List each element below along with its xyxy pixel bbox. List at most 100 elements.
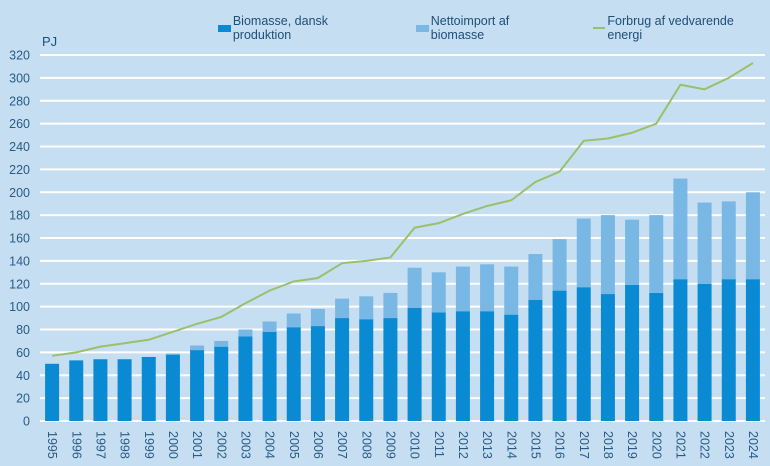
x-tick-label-2008: 2008 [359,431,373,459]
legend-label-dansk-produktion: Biomasse, dansk produktion [232,14,329,42]
bar-nettoimport-2008 [359,296,374,320]
bar-nettoimport-2001 [190,345,205,351]
x-tick-label-2022: 2022 [698,431,712,459]
x-tick-label-2024: 2024 [746,431,760,459]
y-axis-unit-label: PJ [42,34,58,49]
legend-label-forbrug: Forbrug af vedvarende energi [607,14,734,42]
bar-dansk-produktion-2011 [431,312,446,421]
x-tick-label-2011: 2011 [432,431,446,458]
y-tick-label-0: 0 [23,415,30,429]
bar-dansk-produktion-2008 [359,319,374,421]
bar-nettoimport-2011 [431,272,446,313]
bar-dansk-produktion-2010 [407,307,422,421]
x-tick-label-2009: 2009 [383,431,397,459]
bar-dansk-produktion-2018 [600,294,615,421]
chart-legend: Biomasse, dansk produktion Nettoimport a… [218,14,770,42]
bar-nettoimport-2014 [504,266,519,315]
bar-nettoimport-2006 [310,308,325,327]
x-tick-label-2007: 2007 [335,431,349,459]
x-tick-label-2019: 2019 [625,431,639,459]
bar-dansk-produktion-2003 [238,336,253,421]
bar-dansk-produktion-2020 [649,292,664,421]
bar-nettoimport-2018 [600,215,615,295]
bar-nettoimport-2002 [214,340,229,347]
x-tick-label-2015: 2015 [528,431,542,459]
bar-dansk-produktion-1999 [141,356,156,421]
bar-nettoimport-2024 [745,192,760,280]
bar-dansk-produktion-2002 [214,346,229,421]
bar-dansk-produktion-2000 [165,354,180,421]
bar-nettoimport-2005 [286,313,301,328]
y-tick-label-160: 160 [9,232,30,246]
y-tick-label-300: 300 [9,71,30,85]
x-tick-label-2023: 2023 [722,431,736,459]
bar-dansk-produktion-2013 [480,311,495,421]
bar-nettoimport-2016 [552,239,567,291]
bar-nettoimport-2010 [407,267,422,308]
bar-nettoimport-2019 [625,219,640,285]
x-tick-label-1999: 1999 [142,431,156,459]
bar-nettoimport-2007 [335,298,350,319]
bar-dansk-produktion-1997 [93,359,108,421]
x-tick-label-1997: 1997 [93,431,107,459]
x-tick-label-1998: 1998 [118,431,132,459]
x-tick-label-2003: 2003 [238,431,252,459]
x-tick-label-2000: 2000 [166,431,180,459]
bar-dansk-produktion-2012 [455,311,470,421]
x-tick-label-2013: 2013 [480,431,494,459]
bar-dansk-produktion-2016 [552,290,567,421]
bar-dansk-produktion-2006 [310,326,325,421]
legend-item-dansk-produktion: Biomasse, dansk produktion [218,14,388,42]
y-tick-label-220: 220 [9,163,30,177]
bar-dansk-produktion-2004 [262,331,277,421]
bar-dansk-produktion-2019 [625,284,640,421]
bar-dansk-produktion-2014 [504,314,519,421]
x-tick-label-2016: 2016 [553,431,567,459]
y-tick-label-80: 80 [16,323,30,337]
y-tick-label-60: 60 [16,346,30,360]
legend-swatch-forbrug [592,27,606,29]
x-tick-label-2005: 2005 [287,431,301,459]
legend-item-forbrug: Forbrug af vedvarende energi [592,14,770,42]
bar-dansk-produktion-2017 [576,287,591,421]
bar-dansk-produktion-1995 [45,363,60,421]
y-tick-label-20: 20 [16,392,30,406]
bar-dansk-produktion-2005 [286,327,301,421]
bar-nettoimport-2009 [383,292,398,319]
x-tick-label-2001: 2001 [190,431,204,459]
bar-nettoimport-2004 [262,321,277,332]
bar-nettoimport-2012 [455,266,470,312]
x-tick-label-2002: 2002 [214,431,228,459]
x-tick-label-1995: 1995 [45,431,59,459]
bar-dansk-produktion-2024 [745,279,760,421]
y-tick-label-100: 100 [9,300,30,314]
bar-nettoimport-2013 [480,264,495,312]
bar-nettoimport-2022 [697,202,712,284]
bar-nettoimport-2003 [238,329,253,337]
bar-nettoimport-2021 [673,178,688,280]
x-tick-label-2020: 2020 [649,431,663,459]
bar-dansk-produktion-1996 [69,360,84,421]
line-forbrug-vedvarende-energi [51,62,754,357]
legend-item-nettoimport: Nettoimport af biomasse [415,14,565,42]
bar-nettoimport-2015 [528,254,543,300]
x-tick-label-2012: 2012 [456,431,470,459]
bar-dansk-produktion-2009 [383,318,398,421]
y-tick-label-200: 200 [9,186,30,200]
bar-dansk-produktion-2021 [673,279,688,421]
bar-dansk-produktion-2015 [528,299,543,421]
bar-dansk-produktion-2001 [190,350,205,421]
x-tick-label-1996: 1996 [69,431,83,459]
y-tick-label-140: 140 [9,254,30,268]
x-tick-label-2021: 2021 [673,431,687,459]
y-tick-label-120: 120 [9,277,30,291]
y-tick-label-260: 260 [9,117,30,131]
y-tick-label-40: 40 [16,369,30,383]
bar-nettoimport-2000 [165,353,180,355]
x-tick-label-2010: 2010 [408,431,422,459]
legend-swatch-dansk-produktion [218,24,231,32]
y-tick-label-180: 180 [9,209,30,223]
bar-nettoimport-2017 [576,218,591,288]
y-tick-label-320: 320 [9,49,30,63]
